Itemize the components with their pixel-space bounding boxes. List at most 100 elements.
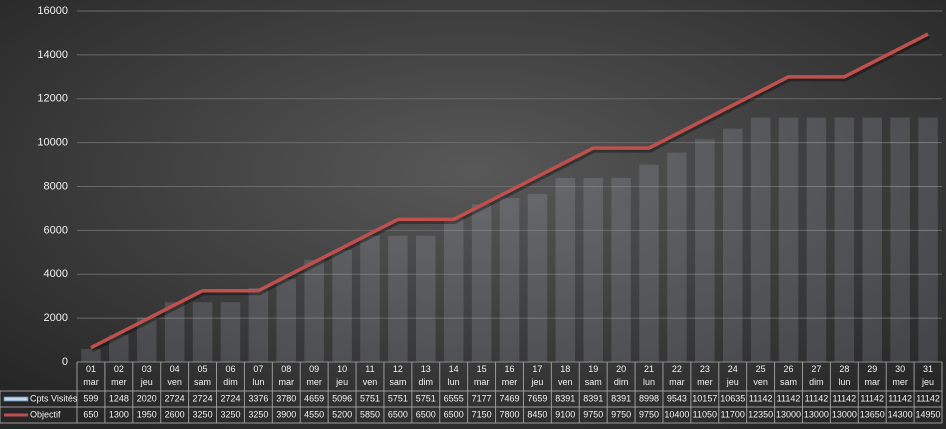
x-tick-label: 12 sam — [389, 364, 406, 387]
bar — [248, 287, 269, 362]
x-tick-label: 06 dim — [223, 364, 238, 387]
x-tick-label: 15 mar — [474, 364, 490, 387]
bar — [611, 177, 631, 362]
x-tick-label: 17 jeu — [530, 364, 543, 387]
y-tick-label: 4000 — [44, 268, 68, 280]
table-value: 6555 — [444, 393, 464, 403]
bar — [360, 235, 380, 362]
line-shadow — [90, 33, 931, 352]
y-tick-label: 12000 — [37, 93, 68, 105]
x-tick-label: 28 lun — [838, 364, 850, 387]
table-value: 14950 — [916, 409, 941, 419]
table-value: 8998 — [639, 393, 659, 403]
bar — [527, 193, 548, 362]
bar — [778, 117, 799, 362]
bar — [136, 317, 157, 362]
bar — [722, 128, 743, 362]
table-value: 11142 — [888, 393, 912, 403]
x-tick-label: 22 mar — [669, 364, 685, 387]
x-tick-label: 19 sam — [585, 364, 602, 387]
bar — [388, 235, 408, 362]
legend-key — [3, 396, 29, 402]
y-tick-label: 16000 — [37, 5, 68, 17]
table-value: 13000 — [832, 409, 857, 419]
table-value: 11050 — [693, 409, 717, 419]
y-tick-label: 0 — [62, 356, 68, 368]
x-tick-label: 30 mer — [892, 364, 908, 387]
table-value: 4659 — [304, 393, 324, 403]
line — [90, 32, 929, 350]
x-tick-label: 16 mer — [502, 364, 518, 387]
table-value: 5751 — [388, 393, 408, 403]
table-value: 10635 — [720, 393, 745, 403]
table-value: 9750 — [639, 409, 659, 419]
table-value: 7150 — [472, 409, 492, 419]
table-value: 7659 — [527, 393, 547, 403]
y-tick-label: 10000 — [37, 137, 68, 149]
x-tick-label: 21 lun — [643, 364, 655, 387]
bar — [443, 218, 464, 362]
table-value: 9100 — [555, 409, 575, 419]
table-value: 11142 — [805, 393, 829, 403]
table-value: 2724 — [165, 393, 185, 403]
x-tick-label: 03 jeu — [140, 364, 153, 387]
legend-label: Objectif — [30, 409, 61, 419]
table-value: 650 — [83, 409, 98, 419]
bar — [332, 250, 352, 362]
table-value: 1950 — [137, 409, 157, 419]
bar — [164, 302, 185, 362]
table-value: 13650 — [860, 409, 885, 419]
bar — [499, 198, 520, 362]
table-value: 5200 — [332, 409, 352, 419]
bar — [471, 204, 492, 362]
x-tick-label: 07 lun — [252, 364, 264, 387]
table-value: 2724 — [193, 393, 213, 403]
table-value: 4550 — [304, 409, 324, 419]
table-value: 2724 — [220, 393, 240, 403]
x-tick-label: 25 ven — [753, 364, 768, 387]
bar — [416, 235, 436, 362]
table-value: 3376 — [248, 393, 268, 403]
x-tick-label: 23 mer — [697, 364, 713, 387]
bar — [220, 302, 241, 362]
bar — [806, 117, 827, 362]
table-value: 7177 — [472, 393, 492, 403]
table-value: 8391 — [611, 393, 631, 403]
x-tick-label: 14 lun — [448, 364, 460, 387]
table-value: 5096 — [332, 393, 352, 403]
table-value: 11142 — [749, 393, 773, 403]
table-value: 13000 — [776, 409, 801, 419]
table-value: 11142 — [860, 393, 884, 403]
bar — [695, 139, 715, 362]
table-value: 8391 — [583, 393, 603, 403]
bar — [890, 117, 910, 362]
table-value: 6500 — [388, 409, 408, 419]
table-value: 3250 — [193, 409, 213, 419]
bar — [304, 259, 324, 362]
table-value: 7800 — [499, 409, 519, 419]
y-tick-label: 6000 — [44, 224, 68, 236]
table-value: 5751 — [416, 393, 436, 403]
bar — [639, 164, 659, 362]
table-value: 9750 — [583, 409, 603, 419]
bar — [109, 334, 129, 362]
table-value: 5850 — [360, 409, 380, 419]
table-value: 11142 — [916, 393, 940, 403]
bar — [555, 177, 576, 362]
x-tick-label: 20 dim — [614, 364, 629, 387]
x-tick-label: 29 mar — [864, 364, 880, 387]
bar — [276, 279, 297, 362]
table-value: 11700 — [721, 409, 745, 419]
bar — [862, 117, 883, 362]
y-tick-label: 14000 — [37, 49, 68, 61]
table-value: 3250 — [248, 409, 268, 419]
table-value: 5751 — [360, 393, 380, 403]
table-value: 1248 — [109, 393, 129, 403]
x-tick-label: 31 jeu — [921, 364, 934, 387]
table-value: 8450 — [527, 409, 547, 419]
x-tick-label: 04 ven — [167, 364, 182, 387]
table-value: 3780 — [276, 393, 296, 403]
x-tick-label: 11 ven — [363, 364, 378, 387]
